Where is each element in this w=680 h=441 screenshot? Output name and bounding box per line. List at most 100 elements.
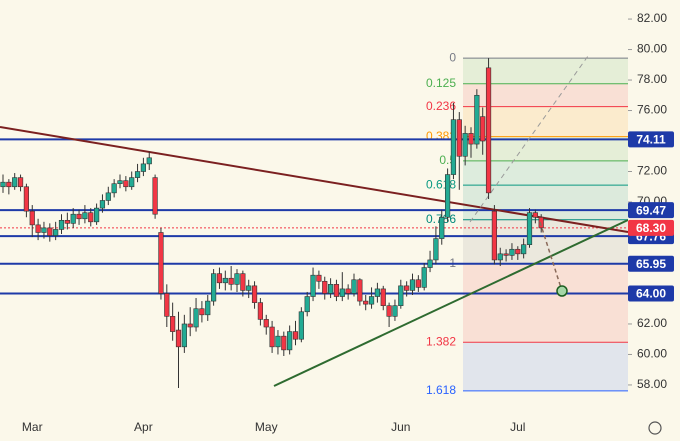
candle-body xyxy=(64,219,70,224)
candle-body xyxy=(444,174,451,218)
candle-body xyxy=(76,213,82,220)
price-tag xyxy=(628,255,674,272)
candle-body xyxy=(211,273,217,302)
candle-body xyxy=(409,279,416,291)
candle-body xyxy=(47,227,53,236)
candle-body xyxy=(526,212,533,245)
candle-body xyxy=(58,219,65,230)
candle-body xyxy=(222,277,228,284)
candle-body xyxy=(263,319,269,328)
price-tag-label: 65.95 xyxy=(636,257,666,271)
candle-body xyxy=(491,210,498,261)
candle-body xyxy=(433,238,439,261)
y-tick-label: 82.00 xyxy=(637,11,667,25)
candle-body xyxy=(474,94,480,145)
y-tick-label: 78.00 xyxy=(637,72,667,86)
x-tick-label: Apr xyxy=(134,420,153,434)
candle-body xyxy=(134,171,141,178)
candle-body xyxy=(140,163,147,172)
candle-body xyxy=(287,331,293,351)
candle-body xyxy=(521,244,527,255)
candle-body xyxy=(357,279,363,302)
candle-body xyxy=(404,285,410,291)
fib-label: 0.618 xyxy=(426,177,456,191)
fib-label: 0.125 xyxy=(426,76,456,90)
candle-body xyxy=(462,133,468,157)
candle-body xyxy=(515,248,521,255)
candle-body xyxy=(146,157,152,165)
candle-body xyxy=(281,335,287,351)
settings-icon[interactable] xyxy=(648,421,662,435)
candle-body xyxy=(0,181,6,188)
fib-label: 0 xyxy=(449,50,456,64)
price-tag-label: 74.11 xyxy=(636,133,666,147)
y-tick-label: 62.00 xyxy=(637,316,667,330)
candle-body xyxy=(111,183,117,194)
candle-body xyxy=(292,331,299,340)
candle-body xyxy=(240,273,246,291)
candle-body xyxy=(415,279,421,288)
candle-body xyxy=(316,274,322,282)
candle-body xyxy=(23,186,30,212)
trend-line xyxy=(273,219,629,387)
candle-body xyxy=(82,212,88,220)
trend-line xyxy=(0,126,629,233)
candle-body xyxy=(275,335,281,348)
candle-body xyxy=(193,308,199,328)
candle-body xyxy=(421,267,427,288)
fib-label: 1.382 xyxy=(426,334,456,348)
candle-body xyxy=(88,212,94,223)
candle-body xyxy=(41,227,47,233)
candle-body xyxy=(129,177,135,188)
y-tick-label: 58.00 xyxy=(637,377,667,391)
fib-band xyxy=(463,219,628,264)
fib-label: 1.618 xyxy=(426,383,456,397)
candle-body xyxy=(123,180,129,188)
projection-line xyxy=(469,55,589,223)
x-tick-label: Jun xyxy=(391,420,410,434)
price-tag-label: 68.30 xyxy=(636,221,666,235)
price-tag xyxy=(628,285,674,302)
candle-body xyxy=(246,285,252,291)
x-tick-label: Jul xyxy=(510,420,525,434)
x-tick-label: Mar xyxy=(22,420,43,434)
candle-body xyxy=(450,119,457,175)
candle-body xyxy=(228,277,234,285)
fib-label: 0.236 xyxy=(426,99,456,113)
candle-body xyxy=(105,192,111,201)
candle-body xyxy=(497,253,503,261)
candle-body xyxy=(251,285,258,303)
candle-body xyxy=(374,288,381,297)
candle-body xyxy=(94,207,100,223)
candle-body xyxy=(17,177,24,188)
candle-body xyxy=(29,210,35,226)
candle-body xyxy=(480,116,486,142)
candle-body xyxy=(164,293,170,317)
axis: MarAprMayJunJul82.0080.0078.0076.0074.00… xyxy=(22,11,674,434)
candle-body xyxy=(363,300,369,305)
x-tick-label: May xyxy=(255,420,278,434)
candle-body xyxy=(152,177,158,215)
candle-body xyxy=(199,308,205,316)
candle-body xyxy=(368,296,375,305)
candle-body xyxy=(392,305,398,317)
price-tag-label: 69.47 xyxy=(636,203,666,217)
candle-body xyxy=(322,280,328,294)
price-tag xyxy=(628,131,674,148)
candle-body xyxy=(485,67,492,194)
candle-body xyxy=(398,285,404,306)
candle-body xyxy=(117,180,123,185)
y-tick-label: 76.00 xyxy=(637,103,667,117)
candle-body xyxy=(35,224,41,233)
candle-body xyxy=(538,216,544,229)
projection-line xyxy=(539,221,563,292)
y-tick-label: 72.00 xyxy=(637,164,667,178)
candle-body xyxy=(380,288,386,306)
candle-body xyxy=(456,119,462,157)
candle-body xyxy=(269,326,275,348)
candle-body xyxy=(532,212,538,218)
candle-body xyxy=(257,302,264,320)
candle-body xyxy=(333,284,340,297)
